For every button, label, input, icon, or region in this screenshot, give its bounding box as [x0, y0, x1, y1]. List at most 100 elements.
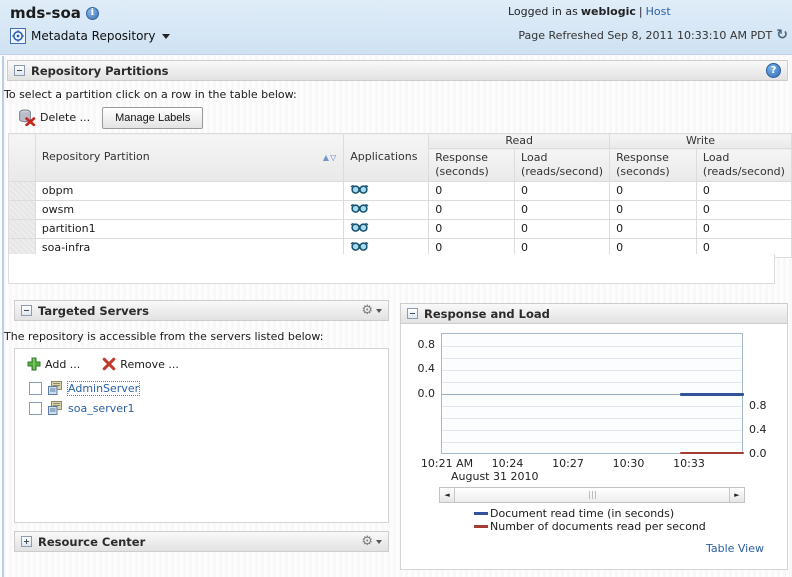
logged-in-user: weblogic: [580, 5, 636, 18]
sort-controls: ▲▽: [323, 150, 337, 164]
column-header-write-load: Load (reads/second): [695, 148, 792, 182]
read-response-cell: 0: [428, 218, 516, 239]
collapse-icon[interactable]: [14, 65, 25, 76]
collapse-icon[interactable]: [21, 305, 32, 316]
chevron-down-icon: [162, 33, 171, 39]
legend-item: Document read time (in seconds): [474, 507, 706, 520]
top-banner: mds-soa i Metadata Repository Logged in …: [0, 0, 792, 55]
y-axis-tick-left: 0.4: [417, 362, 436, 376]
column-header-selector: [8, 133, 36, 182]
gridline: [442, 406, 742, 408]
login-status: Logged in as weblogic | Host: [508, 5, 671, 18]
context-menu-metadata-repository[interactable]: Metadata Repository: [10, 28, 171, 44]
scroll-left-icon[interactable]: ◄: [440, 488, 455, 502]
series-line-1: [679, 393, 744, 396]
read-load-cell: 0: [514, 199, 611, 220]
table-view-link[interactable]: Table View: [705, 542, 764, 555]
column-header-partition[interactable]: Repository Partition ▲▽: [34, 133, 345, 182]
scrollbar-thumb[interactable]: [455, 488, 729, 502]
chevron-down-icon: [376, 539, 382, 544]
table-row[interactable]: partition1 0 0 0 0: [8, 218, 792, 239]
read-response-cell: 0: [428, 199, 516, 220]
column-header-write-response: Response (seconds): [609, 148, 697, 182]
row-selector-cell[interactable]: [8, 180, 36, 201]
server-checkbox[interactable]: [29, 401, 42, 415]
column-header-read-response: Response (seconds): [428, 148, 516, 182]
targeted-servers-description: The repository is accessible from the se…: [4, 330, 324, 343]
gear-icon: ⚙: [361, 303, 373, 318]
info-icon[interactable]: i: [85, 6, 99, 20]
legend-label: Number of documents read per second: [490, 520, 706, 533]
read-response-cell: 0: [428, 180, 516, 201]
column-group-write: Write: [609, 133, 792, 149]
section-header-response-load: Response and Load: [400, 303, 788, 324]
partition-name-cell: partition1: [34, 218, 345, 239]
sort-ascending-icon[interactable]: ▲: [322, 153, 331, 163]
legend-swatch: [474, 512, 488, 515]
remove-button-label: Remove ...: [120, 357, 179, 371]
section-title: Repository Partitions: [31, 63, 169, 78]
row-selector-cell[interactable]: [8, 199, 36, 220]
gear-menu[interactable]: ⚙: [361, 535, 382, 548]
page-left-accent: [2, 56, 4, 577]
chart-date-label: August 31 2010: [451, 470, 539, 483]
collapse-icon[interactable]: [407, 308, 418, 319]
write-response-cell: 0: [609, 199, 697, 220]
table-row[interactable]: obpm 0 0 0 0: [8, 180, 792, 201]
page-title: mds-soa: [10, 4, 81, 22]
legend-swatch: [474, 525, 488, 528]
row-selector-cell[interactable]: [8, 218, 36, 239]
gridline: [442, 418, 742, 420]
gridline: [442, 357, 742, 359]
host-link[interactable]: Host: [645, 5, 671, 18]
section-title: Response and Load: [424, 306, 550, 321]
add-server-button[interactable]: Add ...: [23, 354, 84, 374]
server-icon: [48, 401, 62, 415]
applications-glasses-icon[interactable]: [350, 222, 369, 232]
chevron-down-icon: [376, 308, 382, 313]
help-icon[interactable]: ?: [766, 63, 781, 78]
manage-labels-button[interactable]: Manage Labels: [102, 106, 204, 129]
row-selector-cell[interactable]: [8, 237, 36, 258]
write-load-cell: 0: [695, 218, 792, 239]
write-load-cell: 0: [695, 180, 792, 201]
gear-menu[interactable]: ⚙: [361, 304, 382, 317]
server-icon: [48, 381, 62, 395]
applications-glasses-icon[interactable]: [350, 184, 369, 194]
x-axis-tick: 10:27: [552, 457, 584, 470]
gridline: [442, 430, 742, 432]
refresh-icon[interactable]: ↻: [776, 27, 788, 43]
write-response-cell: 0: [609, 180, 697, 201]
y-axis-tick-left: 0.8: [417, 338, 436, 352]
scroll-right-icon[interactable]: ►: [729, 488, 744, 502]
gridline: [442, 442, 742, 444]
applications-glasses-icon[interactable]: [350, 241, 369, 251]
section-title: Resource Center: [38, 534, 146, 549]
write-response-cell: 0: [609, 218, 697, 239]
server-checkbox[interactable]: [29, 381, 42, 395]
add-icon: [27, 357, 41, 371]
y-axis-tick-right: 0.4: [749, 422, 767, 436]
remove-server-button[interactable]: Remove ...: [98, 354, 183, 374]
x-axis-tick: 10:33: [673, 457, 705, 470]
server-link[interactable]: AdminServer: [66, 380, 141, 396]
server-link[interactable]: soa_server1: [68, 401, 135, 415]
column-group-read: Read: [428, 133, 611, 149]
delete-button[interactable]: Delete ...: [14, 106, 94, 129]
expand-icon[interactable]: [21, 536, 32, 547]
separator: |: [638, 5, 643, 18]
sort-descending-icon[interactable]: ▽: [330, 153, 338, 163]
legend-label: Document read time (in seconds): [490, 507, 675, 520]
chart-time-scrollbar[interactable]: ◄ ►: [439, 487, 745, 503]
partitions-instruction: To select a partition click on a row in …: [4, 88, 297, 101]
partitions-toolbar: Delete ... Manage Labels: [14, 106, 204, 129]
delete-button-label: Delete ...: [40, 111, 91, 124]
targeted-servers-toolbar: Add ... Remove ...: [15, 349, 388, 378]
partition-name-cell: obpm: [34, 180, 345, 201]
table-row[interactable]: owsm 0 0 0 0: [8, 199, 792, 220]
server-list: AdminServer soa_server1: [15, 378, 388, 418]
series-line-2: [679, 452, 744, 454]
applications-glasses-icon[interactable]: [350, 203, 369, 213]
y-axis-tick-right: 0.8: [749, 398, 767, 412]
